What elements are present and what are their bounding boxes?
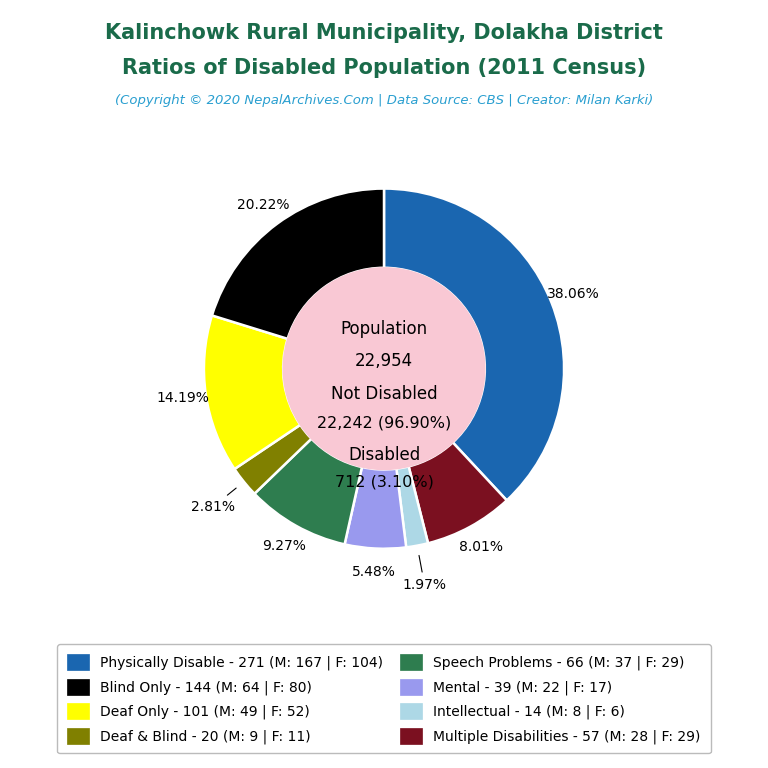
Text: 14.19%: 14.19%: [156, 391, 209, 406]
Text: 5.48%: 5.48%: [353, 565, 396, 579]
Text: 22,242 (96.90%): 22,242 (96.90%): [317, 415, 451, 430]
Text: 8.01%: 8.01%: [459, 541, 503, 554]
Text: (Copyright © 2020 NepalArchives.Com | Data Source: CBS | Creator: Milan Karki): (Copyright © 2020 NepalArchives.Com | Da…: [115, 94, 653, 107]
Text: 38.06%: 38.06%: [547, 287, 600, 301]
Text: Not Disabled: Not Disabled: [331, 385, 437, 403]
Wedge shape: [345, 467, 406, 548]
Text: 9.27%: 9.27%: [263, 539, 306, 553]
Wedge shape: [409, 442, 507, 543]
Text: 1.97%: 1.97%: [402, 555, 446, 591]
Text: 712 (3.10%): 712 (3.10%): [335, 475, 433, 489]
Wedge shape: [396, 466, 428, 548]
Wedge shape: [384, 189, 564, 501]
Text: 22,954: 22,954: [355, 353, 413, 370]
Wedge shape: [212, 189, 384, 339]
Wedge shape: [254, 439, 362, 545]
Text: Disabled: Disabled: [348, 446, 420, 464]
Text: Kalinchowk Rural Municipality, Dolakha District: Kalinchowk Rural Municipality, Dolakha D…: [105, 23, 663, 43]
Text: Ratios of Disabled Population (2011 Census): Ratios of Disabled Population (2011 Cens…: [122, 58, 646, 78]
Circle shape: [283, 268, 485, 469]
Text: 20.22%: 20.22%: [237, 198, 290, 212]
Text: 2.81%: 2.81%: [191, 488, 236, 514]
Legend: Physically Disable - 271 (M: 167 | F: 104), Blind Only - 144 (M: 64 | F: 80), De: Physically Disable - 271 (M: 167 | F: 10…: [58, 644, 710, 753]
Wedge shape: [234, 425, 312, 494]
Wedge shape: [204, 316, 300, 469]
Text: Population: Population: [340, 320, 428, 338]
